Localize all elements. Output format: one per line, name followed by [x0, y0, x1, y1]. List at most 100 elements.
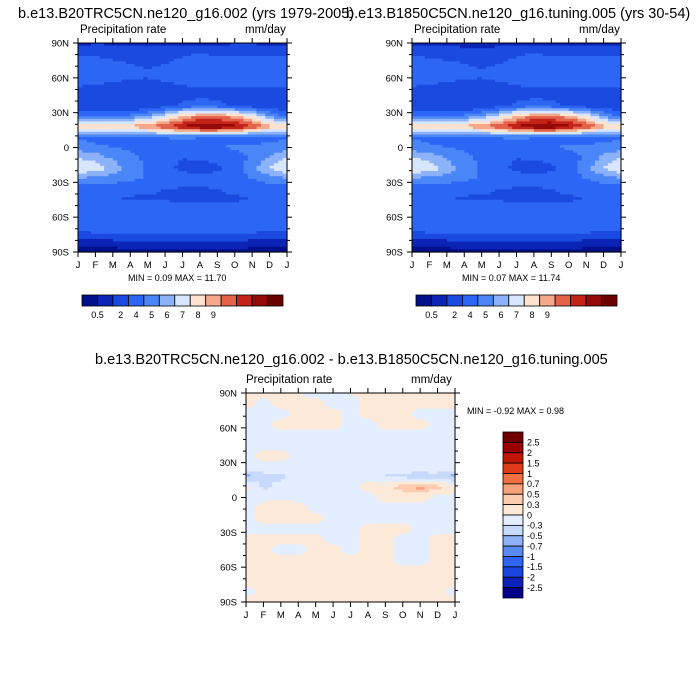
panel1-heat-cell [217, 71, 223, 75]
panel1-heat-cell [186, 71, 192, 75]
panel1-heat-cell [239, 100, 245, 104]
panel1-heat-cell [182, 113, 188, 117]
panel1-heat-cell [273, 168, 279, 172]
panel1-heat-cell [260, 71, 266, 75]
panel1-heat-cell [182, 144, 188, 149]
panel1-heat-cell [191, 82, 197, 86]
panel1-heat-cell [130, 92, 136, 96]
panel1-heat-cell [195, 87, 201, 91]
panel1-heat-cell [165, 152, 171, 156]
panel1-heat-cell [195, 108, 201, 112]
panel1-heat-cell [243, 116, 249, 120]
panel1-heat-cell [78, 92, 83, 96]
panel1-heat-cell [160, 171, 166, 175]
panel1-heat-cell [243, 163, 249, 167]
panel1-heat-cell [226, 189, 231, 193]
panel1-heat-cell [260, 58, 266, 62]
panel1-heat-cell [191, 118, 197, 122]
panel1-heat-cell [147, 181, 153, 185]
panel1-heat-cell [165, 56, 171, 60]
panel1-heat-cell [138, 142, 144, 146]
panel1-heat-cell [138, 150, 144, 154]
panel1-heat-cell [186, 90, 192, 94]
panel1-heat-cell [217, 189, 223, 193]
panel1-heat-cell [165, 97, 171, 102]
panel1-heat-cell [221, 71, 227, 75]
panel1-heat-cell [191, 61, 197, 65]
panel1-heat-cell [99, 189, 105, 193]
panel1-heat-cell [256, 163, 262, 167]
panel1-heat-cell [156, 129, 162, 133]
panel1-heat-cell [169, 189, 175, 193]
panel1-heat-cell [99, 173, 105, 177]
panel1-heat-cell [199, 152, 205, 156]
panel1-heat-cell [86, 163, 92, 167]
panel1-heat-cell [221, 50, 227, 55]
panel1-heat-cell [82, 118, 88, 122]
panel1-heat-cell [186, 186, 192, 190]
panel1-heat-cell [130, 79, 136, 83]
panel1-heat-cell [221, 63, 227, 68]
panel1-heat-cell [165, 95, 171, 99]
panel1-heat-cell [125, 121, 131, 125]
panel1-heat-cell [226, 48, 231, 52]
panel1-heat-cell [269, 92, 275, 96]
panel1-heat-cell [260, 189, 266, 193]
panel1-heat-cell [78, 191, 83, 196]
panel1-heat-cell [239, 53, 245, 57]
panel1-heat-cell [160, 184, 166, 188]
panel1-heat-cell [212, 84, 218, 89]
panel1-heat-cell [78, 58, 83, 62]
panel1-heat-cell [265, 69, 271, 73]
panel1-heat-cell [265, 139, 271, 143]
panel1-heat-cell [95, 43, 101, 47]
panel1-heat-cell [243, 56, 249, 60]
panel1-heat-cell [265, 84, 271, 89]
panel1-heat-cell [152, 100, 157, 104]
panel1-heat-cell [169, 84, 175, 89]
panel1-heat-cell [278, 181, 284, 185]
panel1-heat-cell [208, 184, 214, 188]
panel1-heat-cell [230, 63, 236, 68]
panel1-heat-cell [78, 121, 83, 125]
panel1-heat-cell [156, 74, 162, 78]
panel1-heat-cell [252, 113, 258, 117]
panel1-heat-cell [152, 82, 157, 86]
panel1-heat-cell [243, 168, 249, 172]
panel1-heat-cell [91, 176, 97, 180]
panel1-heat-cell [221, 79, 227, 83]
panel1-heat-cell [125, 123, 131, 128]
panel1-heat-cell [86, 103, 92, 107]
panel1-heat-cell [252, 129, 258, 133]
panel1-heat-cell [134, 53, 140, 57]
panel1-heat-cell [125, 95, 131, 99]
panel1-heat-cell [239, 155, 245, 159]
panel1-heat-cell [208, 63, 214, 68]
panel1-heat-cell [125, 126, 131, 130]
panel1-heat-cell [147, 58, 153, 62]
panel1-heat-cell [199, 134, 205, 138]
panel1-heat-cell [78, 50, 83, 55]
panel1-heat-cell [91, 50, 97, 55]
panel1-heat-cell [239, 189, 245, 193]
panel1-heat-cell [217, 76, 223, 81]
panel1-heat-cell [91, 103, 97, 107]
panel1-heat-cell [134, 113, 140, 117]
panel1-heat-cell [147, 95, 153, 99]
panel1-heat-cell [278, 118, 284, 122]
panel1-heat-cell [147, 131, 153, 136]
panel1-heat-cell [78, 137, 83, 141]
panel1-heat-cell [282, 129, 288, 133]
panel1-heat-cell [86, 113, 92, 117]
panel1-heat-cell [169, 116, 175, 120]
panel1-heat-cell [143, 155, 149, 159]
panel1-heat-cell [99, 129, 105, 133]
panel1-heat-cell [226, 168, 231, 172]
panel1-heat-cell [212, 97, 218, 102]
panel1-heat-cell [199, 178, 205, 183]
panel1-heat-cell [160, 147, 166, 151]
panel1-heat-cell [147, 126, 153, 130]
panel1-heat-cell [112, 186, 118, 190]
panel1-heat-cell [91, 173, 97, 177]
panel1-heat-cell [260, 142, 266, 146]
